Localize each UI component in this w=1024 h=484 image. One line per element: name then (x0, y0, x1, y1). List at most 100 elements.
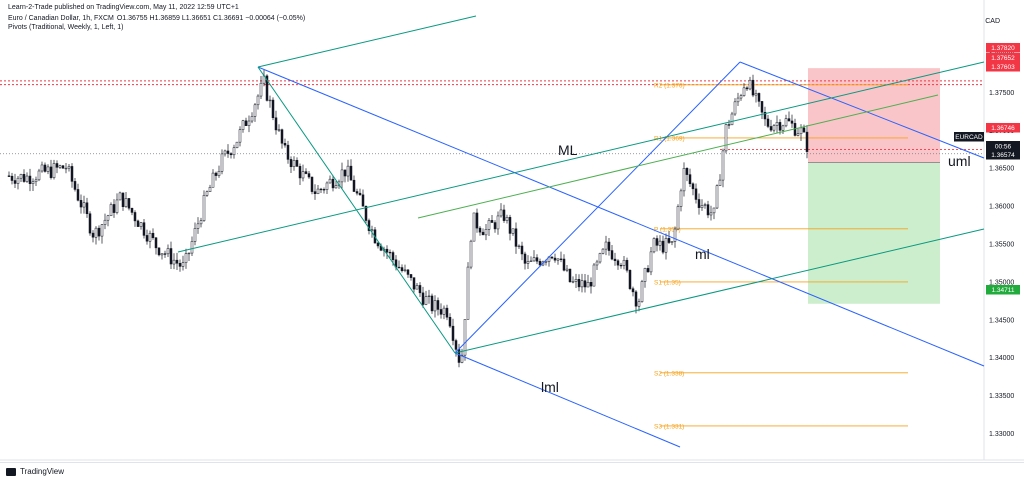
candle-down (535, 257, 539, 262)
candle-down (697, 199, 701, 208)
candle-down (127, 198, 131, 209)
candle-down (136, 220, 140, 227)
candle-down (787, 118, 791, 122)
symbol-title[interactable]: Euro / Canadian Dollar, 1h, FXCM (8, 15, 114, 22)
candle-up (67, 166, 71, 169)
candle-down (568, 268, 572, 283)
candle-down (478, 227, 482, 233)
candle-down (475, 212, 479, 229)
price-badge (986, 150, 1020, 160)
candle-down (790, 120, 794, 124)
candle-up (442, 307, 446, 315)
candle-down (481, 231, 485, 236)
candle-down (769, 126, 773, 131)
candle-down (229, 153, 233, 156)
candle-up (37, 170, 41, 181)
candle-down (508, 217, 512, 234)
candle-down (280, 129, 284, 144)
candle-down (358, 192, 362, 196)
candle-down (805, 131, 809, 152)
candle-down (7, 175, 11, 177)
candle-down (10, 175, 14, 181)
candle-up (598, 253, 602, 263)
fork-upper-line-blue (739, 61, 985, 159)
pivot-label: R2 (1.376) (654, 82, 685, 89)
candle-up (679, 190, 683, 207)
candle-down (628, 270, 632, 289)
candle-down (607, 241, 611, 251)
candle-up (784, 118, 788, 127)
candle-up (487, 220, 491, 230)
candle-up (424, 296, 428, 305)
candle-down (343, 169, 347, 177)
candle-down (349, 165, 353, 181)
candle-up (796, 133, 800, 136)
candle-up (544, 261, 548, 263)
tradingview-logo[interactable]: TradingView (6, 467, 64, 476)
candle-up (580, 280, 584, 288)
pivot-label: S1 (1.35) (654, 279, 681, 286)
candle-down (631, 288, 635, 293)
annotation-ml: ml (695, 246, 710, 262)
candle-up (748, 79, 752, 90)
y-tick-label: 1.34500 (989, 317, 1014, 324)
candle-down (454, 340, 458, 350)
y-tick-label: 1.36500 (989, 166, 1014, 173)
candle-down (154, 237, 158, 249)
candle-down (661, 240, 665, 253)
candle-down (97, 227, 101, 237)
price-badge-text: EURCAD (955, 134, 983, 141)
candle-down (352, 179, 356, 192)
candle-up (235, 141, 239, 149)
candle-down (766, 118, 770, 127)
candle-down (451, 325, 455, 341)
candle-down (667, 238, 671, 243)
candle-down (538, 261, 542, 266)
candle-up (427, 295, 431, 298)
candle-up (103, 219, 107, 225)
fork-mid-line-green (417, 94, 939, 219)
candle-down (430, 295, 434, 312)
candle-up (301, 171, 305, 179)
candle-down (619, 264, 623, 267)
candle-up (637, 301, 641, 307)
candle-down (610, 250, 614, 260)
candle-down (745, 87, 749, 90)
candle-up (775, 122, 779, 126)
candle-up (682, 168, 686, 192)
candle-up (334, 185, 338, 189)
candle-down (310, 176, 314, 192)
indicator-label[interactable]: Pivots (Traditional, Weekly, 1, Left, 1) (8, 24, 124, 31)
candle-up (592, 264, 596, 287)
candle-up (370, 229, 374, 231)
candle-down (22, 174, 26, 182)
candle-up (118, 192, 122, 201)
price-badge-text: 1.37603 (991, 64, 1015, 71)
candle-up (640, 281, 644, 302)
price-badge (986, 62, 1020, 72)
candle-up (700, 205, 704, 208)
candle-down (439, 309, 443, 315)
countdown-badge (986, 141, 1020, 151)
candle-down (688, 174, 692, 185)
candle-up (715, 185, 719, 209)
candle-down (436, 300, 440, 310)
candle-down (490, 220, 494, 223)
candle-down (142, 222, 146, 236)
pivot-label: P (1.357) (654, 226, 681, 233)
candle-up (115, 199, 119, 213)
candle-down (145, 235, 149, 242)
candle-up (316, 188, 320, 194)
y-tick-label: 1.33500 (989, 393, 1014, 400)
candle-up (460, 354, 464, 363)
candle-up (58, 165, 62, 168)
candle-up (703, 204, 707, 206)
y-tick-label: 1.35500 (989, 242, 1014, 249)
candle-up (712, 207, 716, 214)
candle-down (214, 172, 218, 176)
candle-down (778, 122, 782, 131)
price-badge-text: 1.36574 (991, 152, 1015, 159)
candle-down (613, 258, 617, 261)
footer-bar (0, 462, 1024, 484)
